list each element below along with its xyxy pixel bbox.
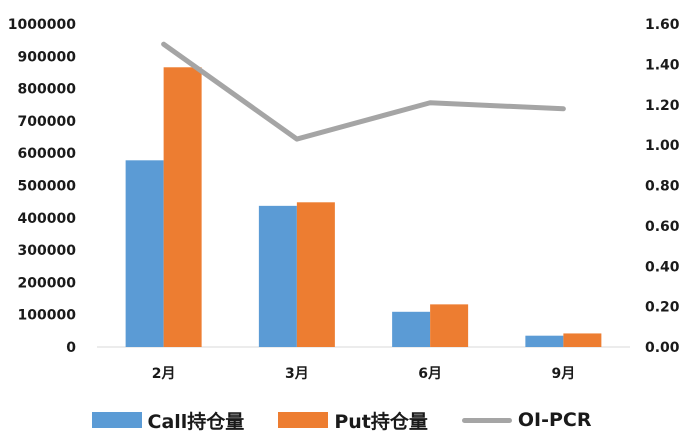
right-tick-label: 0.00 <box>645 340 680 356</box>
legend-label-put: Put持仓量 <box>334 410 428 433</box>
legend-swatch-pcr <box>461 417 512 423</box>
bar-call <box>392 311 431 347</box>
bar-call <box>258 205 297 347</box>
right-tick-label: 1.40 <box>645 57 680 73</box>
left-tick-label: 1000000 <box>8 17 76 33</box>
left-tick-label: 400000 <box>18 211 77 227</box>
category-label: 6月 <box>418 366 442 382</box>
pcr-line <box>161 41 566 142</box>
bar-put <box>296 202 335 347</box>
left-tick-label: 700000 <box>18 114 77 130</box>
legend: Call持仓量 Put持仓量 OI-PCR <box>0 406 683 434</box>
category-labels: 2月 3月 6月 9月 <box>152 366 576 382</box>
left-tick-label: 0 <box>66 340 76 356</box>
right-axis-ticks: 0.00 0.20 0.40 0.60 0.80 1.00 1.20 1.40 1.60 <box>645 17 680 356</box>
category-label: 9月 <box>552 366 576 382</box>
bar-call <box>125 160 164 347</box>
right-tick-label: 1.60 <box>645 17 680 33</box>
bar-call <box>525 335 564 347</box>
left-axis-ticks: 0 100000 200000 300000 400000 500000 600000 700… <box>8 17 76 356</box>
legend-item-call: Call持仓量 <box>91 407 245 434</box>
bar-put <box>430 304 469 347</box>
left-tick-label: 800000 <box>18 82 77 98</box>
pcr-line-group <box>161 41 566 142</box>
legend-label-pcr: OI-PCR <box>517 409 592 431</box>
right-tick-label: 0.20 <box>645 300 680 316</box>
right-tick-label: 0.60 <box>645 219 680 235</box>
category-label: 2月 <box>152 366 176 382</box>
legend-swatch-put <box>278 412 329 428</box>
legend-label-call: Call持仓量 <box>147 410 245 433</box>
bars-group <box>125 67 602 348</box>
left-tick-label: 900000 <box>18 49 77 65</box>
left-tick-label: 100000 <box>18 308 77 324</box>
bar-put <box>163 67 202 348</box>
left-tick-label: 200000 <box>18 275 77 291</box>
legend-item-put: Put持仓量 <box>278 407 428 434</box>
bar-put <box>563 333 602 347</box>
right-tick-label: 1.00 <box>645 138 680 154</box>
combo-chart: 0 100000 200000 300000 400000 500000 600000 700… <box>8 17 680 382</box>
legend-swatch-call <box>91 412 142 428</box>
left-tick-label: 600000 <box>18 146 77 162</box>
right-tick-label: 0.40 <box>645 259 680 275</box>
right-tick-label: 1.20 <box>645 98 680 114</box>
legend-item-pcr: OI-PCR <box>461 409 592 431</box>
category-label: 3月 <box>285 366 309 382</box>
left-tick-label: 500000 <box>18 179 77 195</box>
left-tick-label: 300000 <box>18 243 77 259</box>
right-tick-label: 0.80 <box>645 179 680 195</box>
